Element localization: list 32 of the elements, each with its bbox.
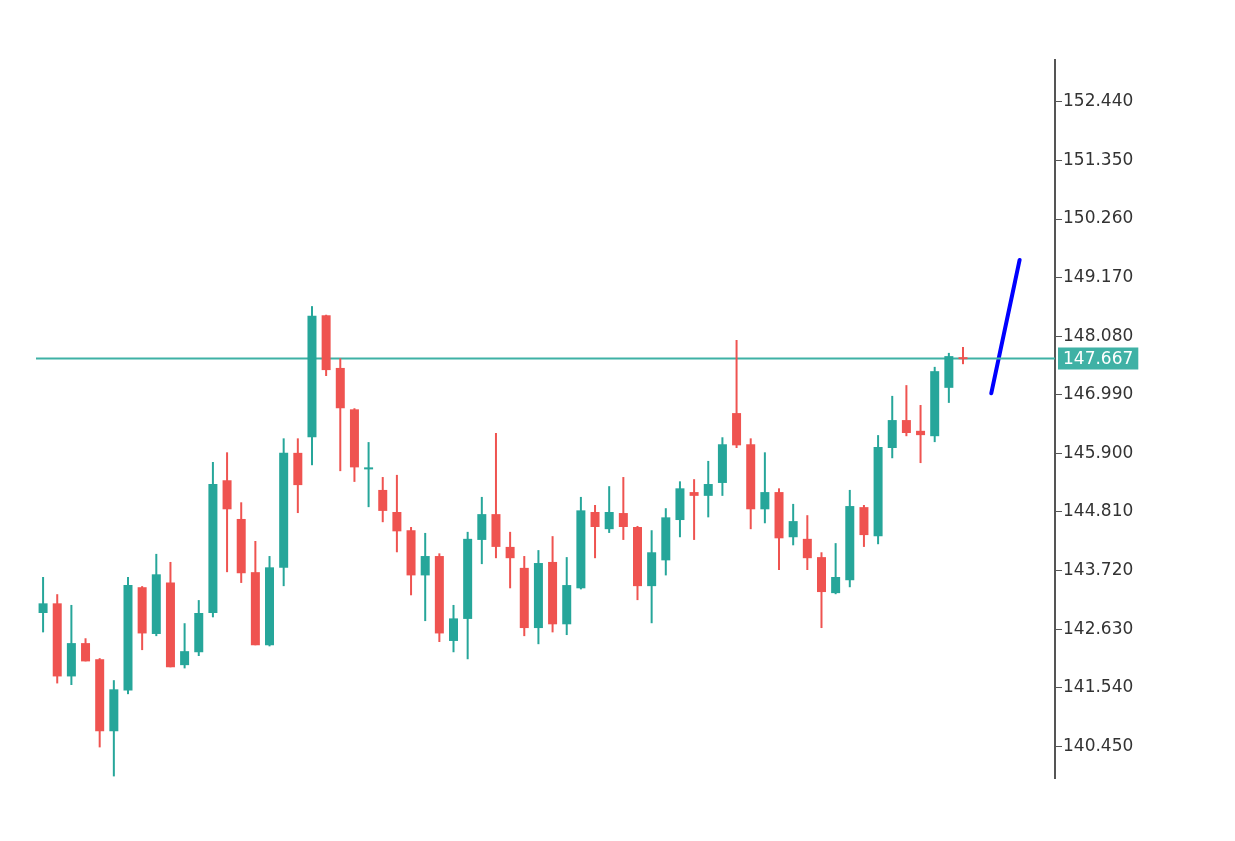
ref-line-label: 147.667 — [1063, 347, 1134, 368]
candlestick — [38, 576, 48, 634]
y-tick-label: 152.440 — [1063, 90, 1134, 111]
candlestick — [449, 603, 459, 654]
candlestick — [802, 514, 812, 572]
candlestick — [505, 530, 515, 590]
candlestick — [618, 476, 628, 541]
y-tick-label: 145.900 — [1063, 441, 1134, 462]
candlestick — [788, 502, 798, 547]
y-tick-label: 150.260 — [1063, 207, 1134, 228]
y-tick-label: 146.990 — [1063, 383, 1134, 404]
candlestick — [703, 459, 713, 519]
candlestick — [901, 384, 911, 438]
y-tick-label: 151.350 — [1063, 148, 1134, 169]
candlestick — [420, 531, 430, 623]
y-tick-label: 141.540 — [1063, 676, 1134, 697]
candlestick — [378, 476, 388, 524]
candlestick — [590, 503, 600, 560]
candlestick — [364, 441, 374, 509]
y-tick-label: 140.450 — [1063, 734, 1134, 755]
candlestick — [760, 451, 770, 525]
y-tick-label: 148.080 — [1063, 324, 1134, 345]
y-tick-label: 144.810 — [1063, 500, 1134, 521]
candlestick — [916, 404, 926, 465]
candlestick — [180, 622, 190, 670]
candlestick — [831, 542, 841, 596]
y-tick-label: 149.170 — [1063, 266, 1134, 287]
y-tick-label: 143.720 — [1063, 558, 1134, 579]
candlestick — [604, 485, 614, 534]
candlestick — [392, 473, 402, 554]
candlestick — [689, 478, 699, 541]
y-tick-label: 142.630 — [1063, 617, 1134, 638]
